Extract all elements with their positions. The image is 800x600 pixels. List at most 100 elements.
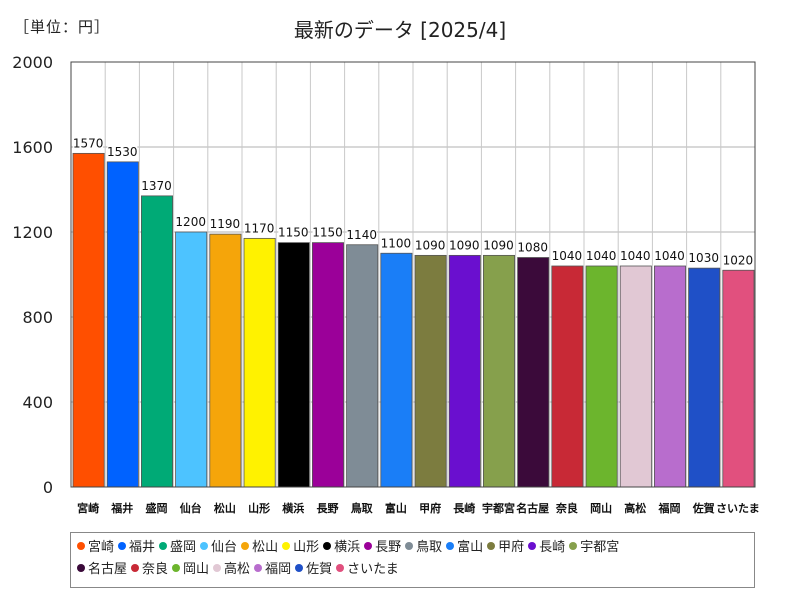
value-label-bg — [209, 215, 240, 232]
legend-row: 名古屋 奈良 岡山 高松 福岡 佐賀 さいたま — [77, 559, 748, 581]
value-label: 1030 — [688, 251, 719, 265]
legend-dot-icon — [323, 542, 332, 550]
value-label-bg — [620, 247, 651, 263]
legend-item: 松山 — [241, 537, 278, 559]
value-label: 1140 — [346, 228, 377, 242]
legend-item: 岡山 — [172, 559, 209, 581]
value-label-bg — [722, 251, 753, 268]
y-tick-label: 400 — [22, 393, 53, 412]
x-tick-label: 福井 — [110, 501, 133, 515]
legend-item: 奈良 — [131, 559, 168, 581]
legend-dot-icon — [336, 564, 345, 572]
legend-item: 名古屋 — [77, 559, 127, 581]
value-label: 1090 — [415, 238, 446, 252]
bar — [209, 233, 242, 488]
legend-label: 鳥取 — [416, 540, 443, 555]
legend-item: 福岡 — [254, 559, 291, 581]
value-label: 1370 — [141, 179, 172, 193]
bar — [517, 257, 550, 488]
value-label: 1090 — [449, 238, 480, 252]
bar — [414, 254, 447, 488]
legend-dot-icon — [405, 542, 414, 550]
legend-label: 宮崎 — [88, 540, 115, 555]
legend-dot-icon — [528, 542, 537, 550]
legend-dot-icon — [487, 542, 496, 550]
value-label: 1570 — [73, 136, 104, 150]
legend-item: 山形 — [282, 537, 319, 559]
legend-item: 鳥取 — [405, 537, 442, 559]
bar — [311, 242, 344, 488]
x-tick-label: 仙台 — [180, 501, 202, 515]
legend-item: さいたま — [336, 559, 399, 581]
bar — [619, 265, 652, 488]
value-label-bg — [415, 236, 446, 253]
legend-label: 佐賀 — [306, 562, 333, 577]
value-label-bg — [483, 236, 514, 253]
value-label: 1080 — [517, 241, 548, 255]
bar — [585, 265, 618, 488]
legend-dot-icon — [446, 542, 455, 550]
legend-item: 福井 — [118, 537, 155, 559]
value-label: 1530 — [107, 145, 138, 159]
x-tick-label: 宇都宮 — [482, 501, 515, 515]
legend-label: 岡山 — [183, 562, 210, 577]
legend-dot-icon — [569, 542, 578, 550]
legend-label: 山形 — [293, 540, 320, 555]
y-tick-label: 1200 — [12, 223, 53, 242]
x-tick-label: 山形 — [248, 501, 270, 515]
value-label-bg — [278, 223, 309, 240]
value-label: 1040 — [586, 249, 617, 263]
chart-legend: 宮崎 福井 盛岡 仙台 松山 山形 横浜 長野 鳥取 富山 甲府 長崎 宇都宮 名古屋 奈良 岡山 高松 福岡佐… — [70, 532, 755, 588]
legend-item: 仙台 — [200, 537, 237, 559]
x-tick-label: 高松 — [624, 501, 646, 515]
x-tick-label: 名古屋 — [516, 501, 549, 515]
x-tick-label: 岡山 — [590, 501, 612, 515]
legend-item: 横浜 — [323, 537, 360, 559]
bar — [346, 244, 379, 488]
legend-item: 宇都宮 — [569, 537, 619, 559]
legend-item: 宮崎 — [77, 537, 114, 559]
value-label-bg — [449, 236, 480, 253]
legend-label: 甲府 — [498, 540, 525, 555]
legend-item: 盛岡 — [159, 537, 196, 559]
value-label-bg — [312, 223, 343, 240]
chart-title: 最新のデータ [2025/4] — [293, 18, 507, 42]
value-label-bg — [141, 176, 172, 193]
y-tick-label: 2000 — [12, 53, 53, 72]
x-tick-label: 富山 — [385, 501, 407, 515]
legend-label: 福井 — [129, 540, 156, 555]
legend-label: 仙台 — [211, 540, 238, 555]
legend-item: 高松 — [213, 559, 250, 581]
legend-label: 宇都宮 — [580, 540, 620, 555]
x-tick-label: 鳥取 — [351, 501, 373, 515]
bar — [277, 242, 310, 488]
x-tick-label: 佐賀 — [692, 501, 715, 515]
bar — [688, 267, 721, 488]
legend-dot-icon — [282, 542, 291, 550]
legend-label: 長崎 — [539, 540, 566, 555]
value-label: 1040 — [654, 249, 685, 263]
legend-dot-icon — [159, 542, 168, 550]
value-label-bg — [551, 247, 582, 263]
legend-item: 長野 — [364, 537, 401, 559]
legend-dot-icon — [241, 542, 250, 550]
x-tick-label: 福岡 — [658, 501, 681, 515]
legend-label: 横浜 — [334, 540, 361, 555]
x-tick-label: 奈良 — [555, 501, 578, 515]
legend-label: 富山 — [457, 540, 484, 555]
bar — [243, 237, 276, 488]
value-label-bg — [688, 249, 719, 266]
x-tick-label: 盛岡 — [146, 501, 168, 515]
value-label: 1150 — [312, 226, 343, 240]
legend-dot-icon — [131, 564, 140, 572]
x-tick-label: さいたま — [716, 502, 760, 515]
bar — [380, 252, 413, 488]
value-label-bg — [73, 134, 104, 151]
legend-dot-icon — [172, 564, 181, 572]
x-tick-label: 松山 — [214, 501, 236, 515]
legend-item: 佐賀 — [295, 559, 332, 581]
bar — [140, 195, 173, 488]
legend-label: 奈良 — [142, 562, 169, 577]
bar — [175, 231, 208, 488]
value-label: 1200 — [175, 215, 206, 229]
